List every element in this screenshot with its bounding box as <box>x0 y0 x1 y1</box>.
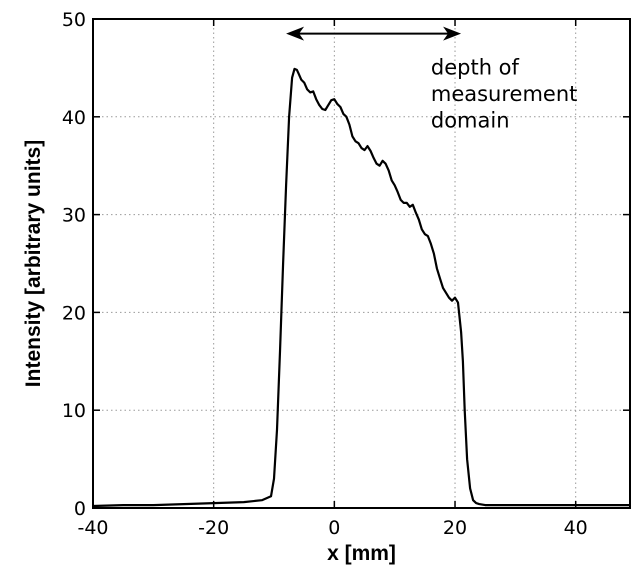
x-tick-label: 20 <box>443 517 467 539</box>
x-tick-label: -40 <box>77 517 108 539</box>
arrow-head-left <box>286 26 305 41</box>
y-tick-label: 20 <box>62 302 86 324</box>
y-tick-label: 0 <box>74 498 86 520</box>
annotation-line-2: measurement <box>431 82 578 106</box>
arrow-head-right <box>443 26 462 41</box>
depth-annotation: depth of measurement domain <box>286 26 578 133</box>
x-tick-label: 40 <box>564 517 588 539</box>
y-tick-label: 30 <box>62 205 86 227</box>
y-tick-label: 50 <box>62 9 86 31</box>
x-tick-label: 0 <box>328 517 340 539</box>
plot-frame <box>92 18 631 509</box>
intensity-curve <box>92 67 630 508</box>
y-tick-label: 40 <box>62 107 86 129</box>
y-tick-label: 10 <box>62 400 86 422</box>
tick-labels: -40 -20 0 20 40 0 10 20 30 40 50 <box>62 9 588 539</box>
y-axis-label: Intensity [arbitrary units] <box>22 140 45 387</box>
annotation-line-1: depth of <box>431 56 520 80</box>
annotation-line-3: domain <box>431 109 510 133</box>
x-axis-label: x [mm] <box>327 542 396 565</box>
x-tick-label: -20 <box>198 517 229 539</box>
